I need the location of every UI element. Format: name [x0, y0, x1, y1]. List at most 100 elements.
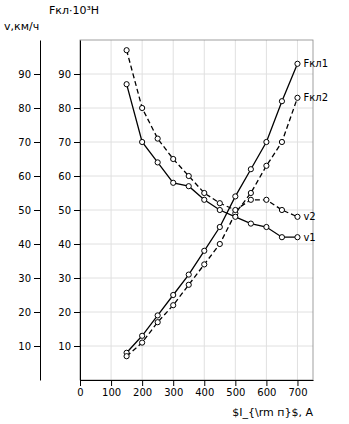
series-point: [202, 190, 207, 195]
y2-tick-mark: [34, 278, 40, 279]
y-tick: 30: [58, 273, 80, 284]
y2-tick: 40: [18, 239, 40, 250]
series-point: [140, 333, 145, 338]
y2-tick-mark: [34, 74, 40, 75]
y-tick: 80: [58, 103, 80, 114]
series-point: [171, 180, 176, 185]
series-point: [140, 105, 145, 110]
series-point: [233, 214, 238, 219]
x-tick: 100: [102, 380, 121, 398]
series-point: [202, 248, 207, 253]
y-tick-label: 50: [58, 205, 71, 216]
x-tick: 400: [195, 380, 214, 398]
series-point: [264, 197, 269, 202]
x-tick: 500: [226, 380, 245, 398]
y-tick-label: 20: [58, 307, 71, 318]
y-tick-label: 70: [58, 137, 71, 148]
x-axis-title: $I_{\rm п}$, А: [232, 406, 313, 419]
series-point: [279, 99, 284, 104]
series-point: [171, 156, 176, 161]
series-point: [217, 207, 222, 212]
y2-tick: 30: [18, 273, 40, 284]
series-label: Fкл2: [303, 92, 328, 103]
y-axis-title: Fкл·10³H: [49, 4, 99, 17]
y2-tick-label: 90: [18, 69, 31, 80]
series-point: [155, 136, 160, 141]
y-tick: 90: [58, 69, 80, 80]
series-point: [186, 272, 191, 277]
grid-line-y: [80, 74, 313, 75]
series-point: [279, 139, 284, 144]
grid-line-y: [80, 210, 313, 211]
y2-tick-mark: [34, 108, 40, 109]
series-point: [264, 224, 269, 229]
series-point: [171, 292, 176, 297]
series-point: [124, 82, 129, 87]
y-tick: 60: [58, 171, 80, 182]
series-point: [248, 167, 253, 172]
y2-tick-label: 50: [18, 205, 31, 216]
y-tick-label: 60: [58, 171, 71, 182]
y2-tick-mark: [34, 312, 40, 313]
y-tick-label: 30: [58, 273, 71, 284]
series-point: [202, 197, 207, 202]
x-tick-label: 600: [257, 387, 276, 398]
y2-tick-label: 20: [18, 307, 31, 318]
series-point: [186, 184, 191, 189]
x-tick-mark: [142, 380, 143, 386]
y2-tick: 90: [18, 69, 40, 80]
y2-tick-label: 30: [18, 273, 31, 284]
plot: 0 100 200 300 400 500 600 700 10 20 30 40 50 60 70 80 90…: [18, 40, 328, 398]
grid-line-y: [80, 108, 313, 109]
x-tick-label: 500: [226, 387, 245, 398]
x-tick-mark: [80, 380, 81, 386]
series-point: [155, 320, 160, 325]
y-axis-line: [80, 41, 81, 381]
series-label: v1: [303, 232, 315, 243]
y-tick-mark: [74, 176, 80, 177]
series-point: [202, 262, 207, 267]
y-tick-label: 80: [58, 103, 71, 114]
grid-line-y: [80, 346, 313, 347]
series-point: [248, 190, 253, 195]
x-tick: 200: [133, 380, 152, 398]
x-tick-label: 100: [102, 387, 121, 398]
y2-tick-label: 80: [18, 103, 31, 114]
x-tick: 700: [288, 380, 307, 398]
y-tick-mark: [74, 244, 80, 245]
marks: [124, 48, 300, 359]
y2-tick-label: 10: [18, 341, 31, 352]
series-point: [233, 194, 238, 199]
y-tick-label: 40: [58, 239, 71, 250]
y-tick-label: 90: [58, 69, 71, 80]
series-point: [124, 354, 129, 359]
plot-frame: [80, 40, 313, 380]
x-axis: 0 100 200 300 400 500 600 700: [77, 380, 313, 398]
x-tick-mark: [204, 380, 205, 386]
series-point: [217, 201, 222, 206]
y2-tick-mark: [34, 244, 40, 245]
y2-tick-label: 40: [18, 239, 31, 250]
x-tick: 300: [164, 380, 183, 398]
series-point: [186, 173, 191, 178]
x-tick: 0: [77, 380, 83, 398]
y-tick: 40: [58, 239, 80, 250]
series-point: [264, 139, 269, 144]
grid-line-y: [80, 176, 313, 177]
x-tick-label: 400: [195, 387, 214, 398]
y-tick-mark: [74, 312, 80, 313]
grid-line-y: [80, 142, 313, 143]
x-tick-mark: [173, 380, 174, 386]
y-tick: 70: [58, 137, 80, 148]
y-tick-mark: [74, 74, 80, 75]
series-line: [127, 64, 298, 353]
grid: [80, 40, 313, 380]
y-tick: 50: [58, 205, 80, 216]
x-tick-mark: [111, 380, 112, 386]
x-tick-mark: [297, 380, 298, 386]
series-labels: Fкл1Fкл2v1v2: [303, 58, 328, 242]
y2-tick: 70: [18, 137, 40, 148]
series-point: [124, 48, 129, 53]
y-tick: 20: [58, 307, 80, 318]
chart-svg: 0 100 200 300 400 500 600 700 10 20 30 40 50 60 70 80 90…: [0, 0, 349, 424]
